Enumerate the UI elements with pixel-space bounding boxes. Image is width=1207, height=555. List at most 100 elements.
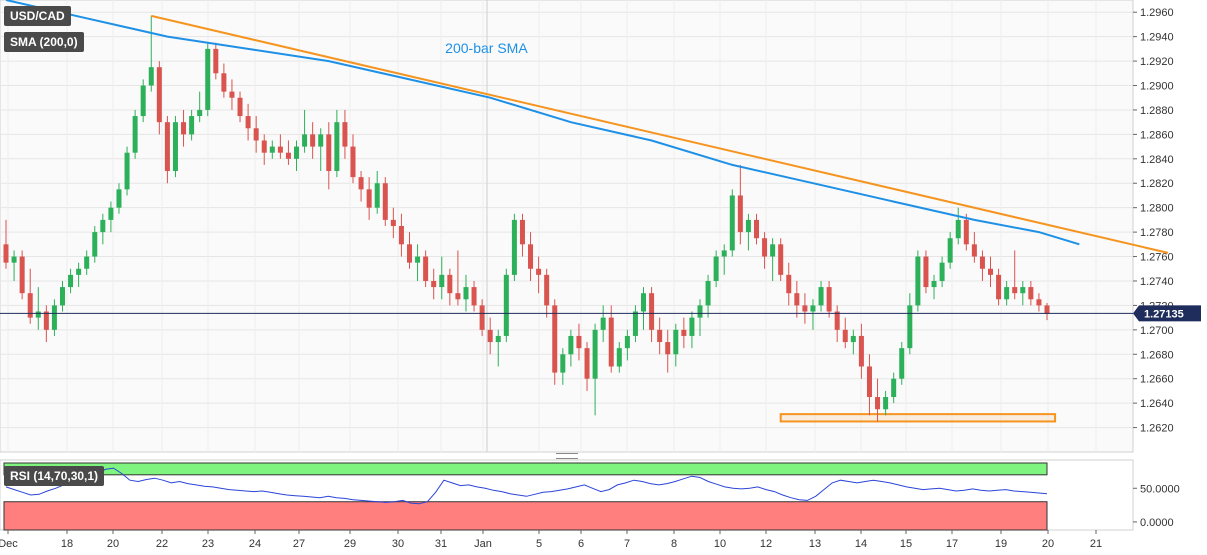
candle (1004, 280, 1010, 306)
x-tick-label: 10 (714, 538, 726, 550)
candle (826, 280, 832, 318)
candle (528, 232, 534, 281)
x-tick-label: 27 (293, 538, 305, 550)
candle (495, 329, 501, 367)
candle (390, 207, 396, 239)
candle-body (406, 244, 412, 263)
candle (269, 140, 275, 159)
candle (721, 244, 727, 275)
x-tick-label: 20 (1042, 538, 1054, 550)
candle (358, 171, 364, 202)
candle (398, 213, 404, 257)
candle-body (59, 287, 65, 306)
candle (657, 317, 663, 355)
candle (68, 268, 74, 294)
candle (439, 256, 445, 300)
candle (116, 183, 122, 214)
candle-body (705, 280, 711, 306)
x-tick-label: Dec (0, 538, 18, 550)
candle-body (568, 335, 574, 355)
candle-body (229, 91, 235, 98)
x-tick-label: 20 (107, 538, 119, 550)
candle-body (907, 305, 913, 349)
candle-body (544, 274, 550, 306)
y-tick-label: 1.2680 (1140, 349, 1174, 361)
candle (423, 250, 429, 288)
rsi-overbought-zone (3, 462, 1048, 476)
candle (108, 201, 114, 233)
rsi-y-tick-label: 50.0000 (1140, 483, 1180, 495)
candle-body (1020, 287, 1026, 294)
x-tick-label: 7 (624, 538, 630, 550)
x-tick-label: 17 (946, 538, 958, 550)
candle (1012, 250, 1018, 300)
candle-body (431, 280, 437, 288)
candle-body (657, 329, 663, 343)
candle (431, 268, 437, 300)
candle-body (584, 348, 590, 379)
candle-body (447, 274, 453, 294)
main-plot-area (0, 0, 1134, 453)
candle (762, 232, 768, 269)
y-tick-label: 1.2840 (1140, 154, 1174, 166)
sma-200-label: 200-bar SMA (445, 40, 528, 56)
candle-body (665, 342, 671, 355)
candle-body (463, 287, 469, 300)
candle-body (770, 244, 776, 257)
candle-body (35, 311, 41, 318)
x-tick-label: 14 (855, 538, 867, 550)
candle (51, 299, 57, 336)
candle (302, 109, 308, 153)
candle-body (931, 280, 937, 288)
pane-resize-handle[interactable] (556, 453, 578, 459)
candle-body (189, 116, 195, 135)
candle (560, 348, 566, 385)
x-tick-label: 18 (61, 538, 73, 550)
candle (261, 134, 267, 165)
candle (818, 280, 824, 312)
y-tick-label: 1.2940 (1140, 32, 1174, 44)
candle-body (528, 244, 534, 269)
candle-body (294, 146, 300, 159)
candle (624, 329, 630, 361)
y-tick-label: 1.2860 (1140, 129, 1174, 141)
candle (132, 109, 138, 159)
candle-body (221, 73, 227, 92)
y-tick-label: 1.2900 (1140, 81, 1174, 93)
candle-body (753, 219, 759, 239)
rsi-oversold-zone (3, 501, 1048, 531)
candle (503, 268, 509, 343)
candle-body (455, 293, 461, 300)
y-tick-label: 1.2820 (1140, 178, 1174, 190)
candle (245, 103, 251, 141)
candle (27, 268, 33, 324)
candle-body (802, 305, 808, 312)
candle (197, 91, 203, 123)
candle-body (971, 244, 977, 257)
candle (939, 256, 945, 288)
candle (899, 342, 905, 385)
candle-body (745, 219, 751, 233)
candle-body (479, 305, 485, 330)
candle (552, 299, 558, 385)
candle-body (310, 134, 316, 147)
candle-body (245, 116, 251, 129)
candle-body (302, 134, 308, 147)
candle-body (439, 274, 445, 288)
candle (1028, 280, 1034, 306)
candle-body (1044, 305, 1050, 314)
candle-body (842, 329, 848, 343)
candle-body (487, 329, 493, 343)
last-price-label: 1.27135 (1144, 308, 1184, 320)
candle (866, 354, 872, 416)
candle-body (92, 232, 98, 257)
y-tick-label: 1.2660 (1140, 374, 1174, 386)
candle (92, 226, 98, 263)
candle-body (366, 189, 372, 208)
candle-body (19, 256, 25, 294)
candle (770, 238, 776, 281)
candle-body (632, 311, 638, 336)
symbol-badge: USD/CAD (4, 6, 71, 26)
candle (592, 323, 598, 416)
candle-body (277, 146, 283, 153)
